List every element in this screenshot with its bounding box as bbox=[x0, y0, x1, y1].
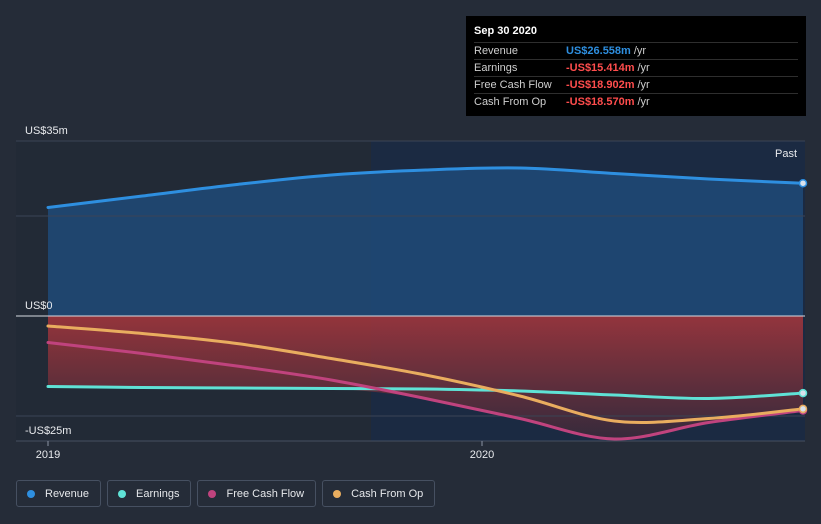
tooltip-label: Revenue bbox=[474, 45, 519, 57]
tooltip-row-earnings: Earnings -US$15.414m /yr bbox=[474, 59, 798, 76]
y-tick-label: -US$25m bbox=[25, 425, 71, 437]
y-tick-label: US$35m bbox=[25, 125, 68, 137]
revenue-area bbox=[48, 167, 803, 316]
tooltip-title: Sep 30 2020 bbox=[474, 25, 537, 37]
tooltip-unit: /yr bbox=[637, 62, 650, 74]
legend-item-free-cash-flow[interactable]: Free Cash Flow bbox=[197, 480, 317, 507]
tooltip-label: Earnings bbox=[474, 62, 518, 74]
tooltip-value: US$26.558m bbox=[566, 45, 631, 57]
tooltip-row-free-cash-flow: Free Cash Flow -US$18.902m /yr bbox=[474, 76, 798, 93]
earnings-line bbox=[46, 385, 805, 401]
tooltip-label: Cash From Op bbox=[474, 96, 547, 108]
legend-item-cash-from-op[interactable]: Cash From Op bbox=[322, 480, 436, 507]
cash-from-op-line bbox=[46, 324, 805, 424]
tooltip-unit: /yr bbox=[633, 45, 647, 57]
tooltip-label: Free Cash Flow bbox=[474, 79, 552, 91]
tooltip: Sep 30 2020 Revenue US$26.558m /yr Earni… bbox=[466, 16, 806, 116]
legend-dot-icon bbox=[333, 489, 342, 498]
x-tick-label: 2020 bbox=[470, 449, 494, 461]
tooltip-value: -US$15.414m bbox=[566, 62, 635, 74]
legend-dot-icon bbox=[27, 489, 35, 498]
legend-label: Free Cash Flow bbox=[226, 487, 305, 500]
tooltip-unit: /yr bbox=[637, 96, 650, 108]
legend-dot-icon bbox=[118, 489, 127, 498]
past-label: Past bbox=[775, 148, 797, 160]
loss-area bbox=[48, 316, 803, 440]
revenue-end-marker bbox=[798, 178, 808, 188]
tooltip-row-cash-from-op: Cash From Op -US$18.570m /yr bbox=[474, 93, 798, 110]
x-tick-label: 2019 bbox=[36, 449, 60, 461]
legend-item-earnings[interactable]: Earnings bbox=[107, 480, 192, 507]
legend-dot-icon bbox=[208, 489, 217, 498]
tooltip-row-revenue: Revenue US$26.558m /yr bbox=[474, 42, 798, 59]
legend-item-revenue[interactable]: Revenue bbox=[16, 480, 102, 507]
legend-label: Earnings bbox=[136, 487, 180, 500]
cash-from-op-end-marker bbox=[798, 404, 808, 414]
tooltip-unit: /yr bbox=[637, 79, 650, 91]
revenue-line bbox=[46, 166, 805, 209]
free-cash-flow-line bbox=[46, 341, 805, 441]
legend: Revenue Earnings Free Cash Flow Cash Fro… bbox=[16, 480, 436, 507]
earnings-end-marker bbox=[798, 388, 808, 398]
tooltip-value: -US$18.570m bbox=[566, 96, 635, 108]
legend-label: Revenue bbox=[45, 487, 90, 500]
tooltip-value: -US$18.902m bbox=[566, 79, 635, 91]
legend-label: Cash From Op bbox=[351, 487, 424, 500]
y-tick-label: US$0 bbox=[25, 300, 53, 312]
